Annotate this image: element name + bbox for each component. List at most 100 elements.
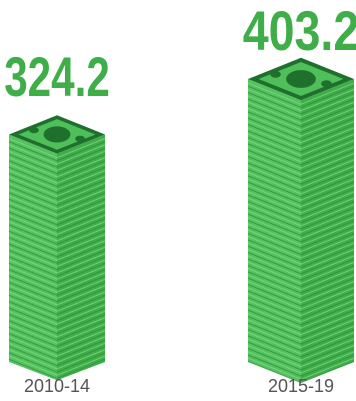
stack-layer-line bbox=[247, 184, 355, 208]
stack-layer-line bbox=[8, 173, 106, 194]
stack-layer-line bbox=[8, 269, 106, 290]
stack-layer-line bbox=[247, 120, 355, 144]
stack-layer-line bbox=[247, 268, 355, 291]
stack-layer-line bbox=[8, 205, 106, 226]
stack-layer-line bbox=[8, 214, 106, 235]
stack-layer-line bbox=[8, 294, 106, 315]
stack-layer-line bbox=[8, 259, 106, 280]
stack-layer-line bbox=[8, 240, 106, 261]
stack-layer-line bbox=[8, 330, 106, 351]
stack-layer-line bbox=[8, 179, 106, 200]
stack-layer-line bbox=[8, 218, 106, 239]
stack-layer-line bbox=[8, 202, 106, 223]
money-stack-icon bbox=[8, 115, 106, 381]
stack-layer-line bbox=[247, 114, 355, 137]
category-label: 2010-14 bbox=[24, 376, 90, 396]
stack-layer-line bbox=[8, 250, 106, 271]
stack-layer-line bbox=[247, 284, 355, 307]
stack-layer-line bbox=[247, 236, 355, 259]
stack-layer-line bbox=[8, 243, 106, 264]
stack-layer-line bbox=[247, 149, 355, 172]
stack-layer-line bbox=[247, 152, 355, 176]
stack-layer-line bbox=[247, 82, 355, 105]
stack-layer-line bbox=[8, 272, 106, 293]
stack-layer-line bbox=[247, 351, 355, 374]
stack-layer-line bbox=[247, 325, 355, 348]
stack-layer-line bbox=[247, 136, 355, 160]
stack-layer-line bbox=[247, 104, 355, 128]
stack-layer-line bbox=[247, 188, 355, 211]
stack-layer-line bbox=[247, 348, 355, 371]
stack-layer-line bbox=[8, 278, 106, 299]
stack-layer-line bbox=[8, 307, 106, 328]
stack-layer-line bbox=[247, 200, 355, 224]
stack-layer-line bbox=[247, 117, 355, 140]
stack-layer-line bbox=[247, 175, 355, 198]
stack-layer-line bbox=[247, 85, 355, 108]
stack-layer-line bbox=[247, 242, 355, 265]
stack-layer-line bbox=[8, 227, 106, 248]
stack-layer-line bbox=[8, 163, 106, 184]
value-label: 324.2 bbox=[4, 45, 110, 108]
stack-layer-line bbox=[247, 344, 355, 368]
banknote-medallion bbox=[286, 70, 316, 88]
stack-layer-line bbox=[247, 258, 355, 281]
money-stack-icon bbox=[247, 57, 355, 384]
stack-layer-line bbox=[8, 314, 106, 335]
stack-layer-line bbox=[8, 266, 106, 287]
stack-layer-line bbox=[247, 216, 355, 240]
stack-layer-line bbox=[8, 224, 106, 245]
banknote-dot bbox=[270, 70, 281, 78]
stack-layer-line bbox=[247, 127, 355, 150]
stack-layer-line bbox=[247, 194, 355, 217]
stack-layer-line bbox=[8, 208, 106, 229]
stack-layer-line bbox=[247, 130, 355, 153]
stack-layer-line bbox=[247, 213, 355, 236]
stack-layer-line bbox=[247, 322, 355, 345]
stack-layer-line bbox=[247, 168, 355, 192]
stack-layer-line bbox=[8, 346, 106, 367]
stack-layer-line bbox=[8, 192, 106, 213]
stack-layer-line bbox=[8, 304, 106, 325]
stack-layer-line bbox=[247, 124, 355, 147]
stack-layer-line bbox=[8, 320, 106, 341]
stack-layer-line bbox=[8, 275, 106, 296]
stack-layer-line bbox=[247, 232, 355, 256]
stack-layer-line bbox=[247, 360, 355, 384]
stack-layer-line bbox=[247, 223, 355, 246]
stack-layer-line bbox=[8, 221, 106, 242]
stack-layer-line bbox=[8, 310, 106, 331]
stack-layers bbox=[8, 138, 106, 379]
stack-layer-line bbox=[247, 354, 355, 377]
stack-layer-line bbox=[247, 296, 355, 320]
stack-layer-line bbox=[247, 191, 355, 214]
stack-layer-line bbox=[247, 143, 355, 166]
stack-layer-line bbox=[247, 92, 355, 115]
stack-layer-line bbox=[8, 336, 106, 357]
stack-layer-line bbox=[8, 144, 106, 165]
stack-layer-line bbox=[247, 165, 355, 188]
stack-layer-line bbox=[247, 248, 355, 272]
banknote-dot bbox=[75, 135, 85, 142]
stack-layer-line bbox=[247, 306, 355, 329]
stack-layer-line bbox=[8, 282, 106, 303]
value-label: 403.2 bbox=[243, 0, 356, 62]
stack-layer-line bbox=[247, 357, 355, 380]
stack-layer-line bbox=[8, 141, 106, 162]
stack-layer-line bbox=[247, 312, 355, 336]
stack-layer-line bbox=[8, 195, 106, 216]
stack-layer-line bbox=[8, 333, 106, 354]
stack-layer-line bbox=[8, 298, 106, 319]
stack-layer-line bbox=[247, 95, 355, 118]
stack-layer-line bbox=[247, 255, 355, 278]
stack-layer-line bbox=[247, 290, 355, 313]
stack-layer-line bbox=[8, 211, 106, 232]
stack-layer-line bbox=[247, 300, 355, 323]
stack-layer-line bbox=[247, 98, 355, 121]
stack-layer-line bbox=[8, 339, 106, 360]
stack-layer-line bbox=[8, 157, 106, 178]
stack-layer-line bbox=[8, 170, 106, 191]
stack-layer-line bbox=[247, 264, 355, 288]
stack-layer-line bbox=[247, 277, 355, 300]
stack-layer-line bbox=[247, 271, 355, 294]
